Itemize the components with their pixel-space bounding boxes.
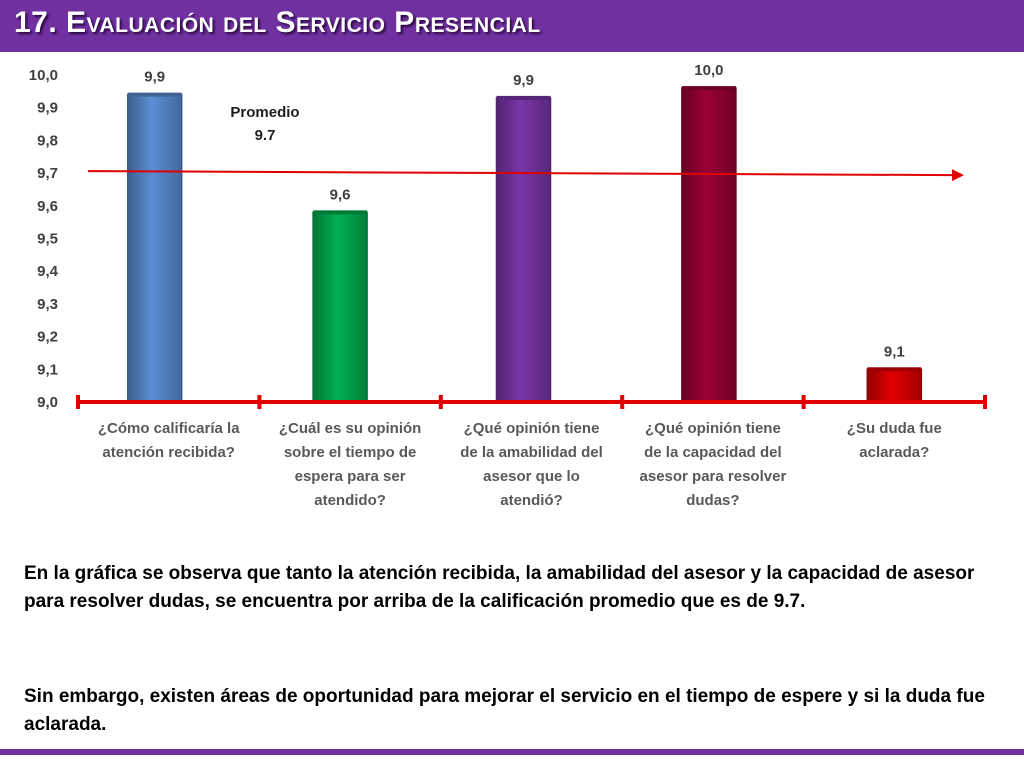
y-tick-label: 9,0 bbox=[37, 394, 58, 411]
bar-top-edge bbox=[681, 86, 736, 91]
bar-top-edge bbox=[496, 95, 551, 100]
average-label: Promedio bbox=[230, 104, 299, 121]
data-label: 9,9 bbox=[144, 69, 165, 86]
data-label: 9,9 bbox=[513, 72, 534, 89]
y-tick-label: 9,7 bbox=[37, 165, 58, 182]
bar bbox=[681, 87, 737, 403]
y-tick-label: 9,6 bbox=[37, 198, 58, 215]
y-tick-label: 9,8 bbox=[37, 132, 58, 149]
footer-bar bbox=[0, 749, 1024, 755]
y-tick-label: 9,9 bbox=[37, 100, 58, 117]
bar bbox=[312, 211, 368, 403]
average-arrow-head bbox=[952, 169, 964, 182]
category-label: ¿Su duda fue aclarada? bbox=[847, 420, 942, 461]
y-tick-label: 9,2 bbox=[37, 329, 58, 346]
average-value-label: 9.7 bbox=[255, 127, 276, 144]
y-tick-label: 9,5 bbox=[37, 231, 58, 248]
category-label: ¿Qué opinión tiene de la amabilidad del as… bbox=[460, 420, 603, 509]
y-tick-label: 9,3 bbox=[37, 296, 58, 313]
bar-top-edge bbox=[313, 210, 368, 215]
data-label: 9,1 bbox=[884, 343, 905, 360]
slide-title: 17. Evaluación del Servicio Presencial bbox=[14, 6, 541, 39]
data-label: 9,6 bbox=[330, 186, 351, 203]
average-line bbox=[87, 170, 953, 177]
category-label: ¿Qué opinión tiene de la capacidad del ase… bbox=[640, 420, 787, 509]
bar-top-edge bbox=[127, 92, 182, 97]
y-tick-label: 9,4 bbox=[37, 263, 59, 280]
bar bbox=[126, 93, 183, 403]
bar bbox=[866, 368, 923, 403]
bar-chart: 9,0 9,1 9,2 9,3 9,4 9,5 9,6 9,7 9,8 9,9 10,0 9,9 9,6… bbox=[29, 62, 987, 509]
category-label: ¿Cómo calificaría la atención recibida? bbox=[98, 420, 240, 461]
data-label: 10,0 bbox=[694, 62, 723, 79]
category-label: ¿Cuál es su opinión sobre el tiempo de esp… bbox=[279, 420, 422, 509]
analysis-paragraph-2: Sin embargo, existen áreas de oportunida… bbox=[24, 686, 985, 735]
bar-top-edge bbox=[867, 367, 922, 372]
bar bbox=[495, 97, 552, 403]
title-bar: 17. Evaluación del Servicio Presencial bbox=[0, 0, 1024, 52]
y-tick-label: 9,1 bbox=[37, 361, 58, 378]
analysis-paragraph-1: En la gráfica se observa que tanto la at… bbox=[24, 563, 975, 612]
y-tick-label: 10,0 bbox=[29, 67, 58, 84]
